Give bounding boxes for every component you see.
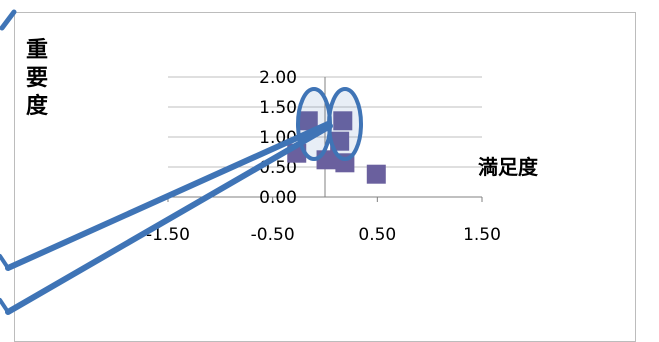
y-axis-label-char-3: 度 (26, 94, 49, 119)
stage: 重 要 度 0.00 0.50 1.00 1.50 2.00 -1.50 -0.50 0.50… (0, 9, 636, 342)
x-tick-label: -0.50 (251, 225, 295, 245)
grid-layer (167, 76, 483, 202)
y-axis-label-char-2: 要 (26, 66, 49, 91)
pointer-line-upper (5, 121, 331, 271)
tick-layer: 0.000.501.001.502.00-1.50 -0.50 0.50 1.50 (146, 68, 501, 245)
pointer-line-lower (5, 123, 333, 315)
x-tick-label: -1.50 (146, 225, 190, 245)
x-axis-label: 満足度 (478, 155, 539, 179)
x-tick-label: 1.50 (463, 225, 501, 245)
arrowhead-upper (0, 254, 10, 270)
scatter-plot: 0.000.501.001.502.00-1.50 -0.50 0.50 1.50 満… (0, 9, 539, 315)
y-tick-label: 0.00 (259, 188, 297, 208)
y-axis-label-char-1: 重 (26, 38, 49, 63)
point-layer (287, 111, 386, 184)
edge-stroke-top-left (0, 9, 17, 31)
data-point (298, 111, 318, 131)
y-tick-label: 1.50 (259, 98, 297, 118)
annotation-layer (0, 9, 363, 315)
data-point (333, 111, 353, 131)
data-point (366, 164, 386, 184)
highlight-ellipse-right (327, 87, 363, 161)
data-point (330, 131, 350, 151)
x-tick-label: 0.50 (358, 225, 396, 245)
arrowhead-lower (0, 298, 10, 314)
y-tick-label: 2.00 (259, 68, 297, 88)
